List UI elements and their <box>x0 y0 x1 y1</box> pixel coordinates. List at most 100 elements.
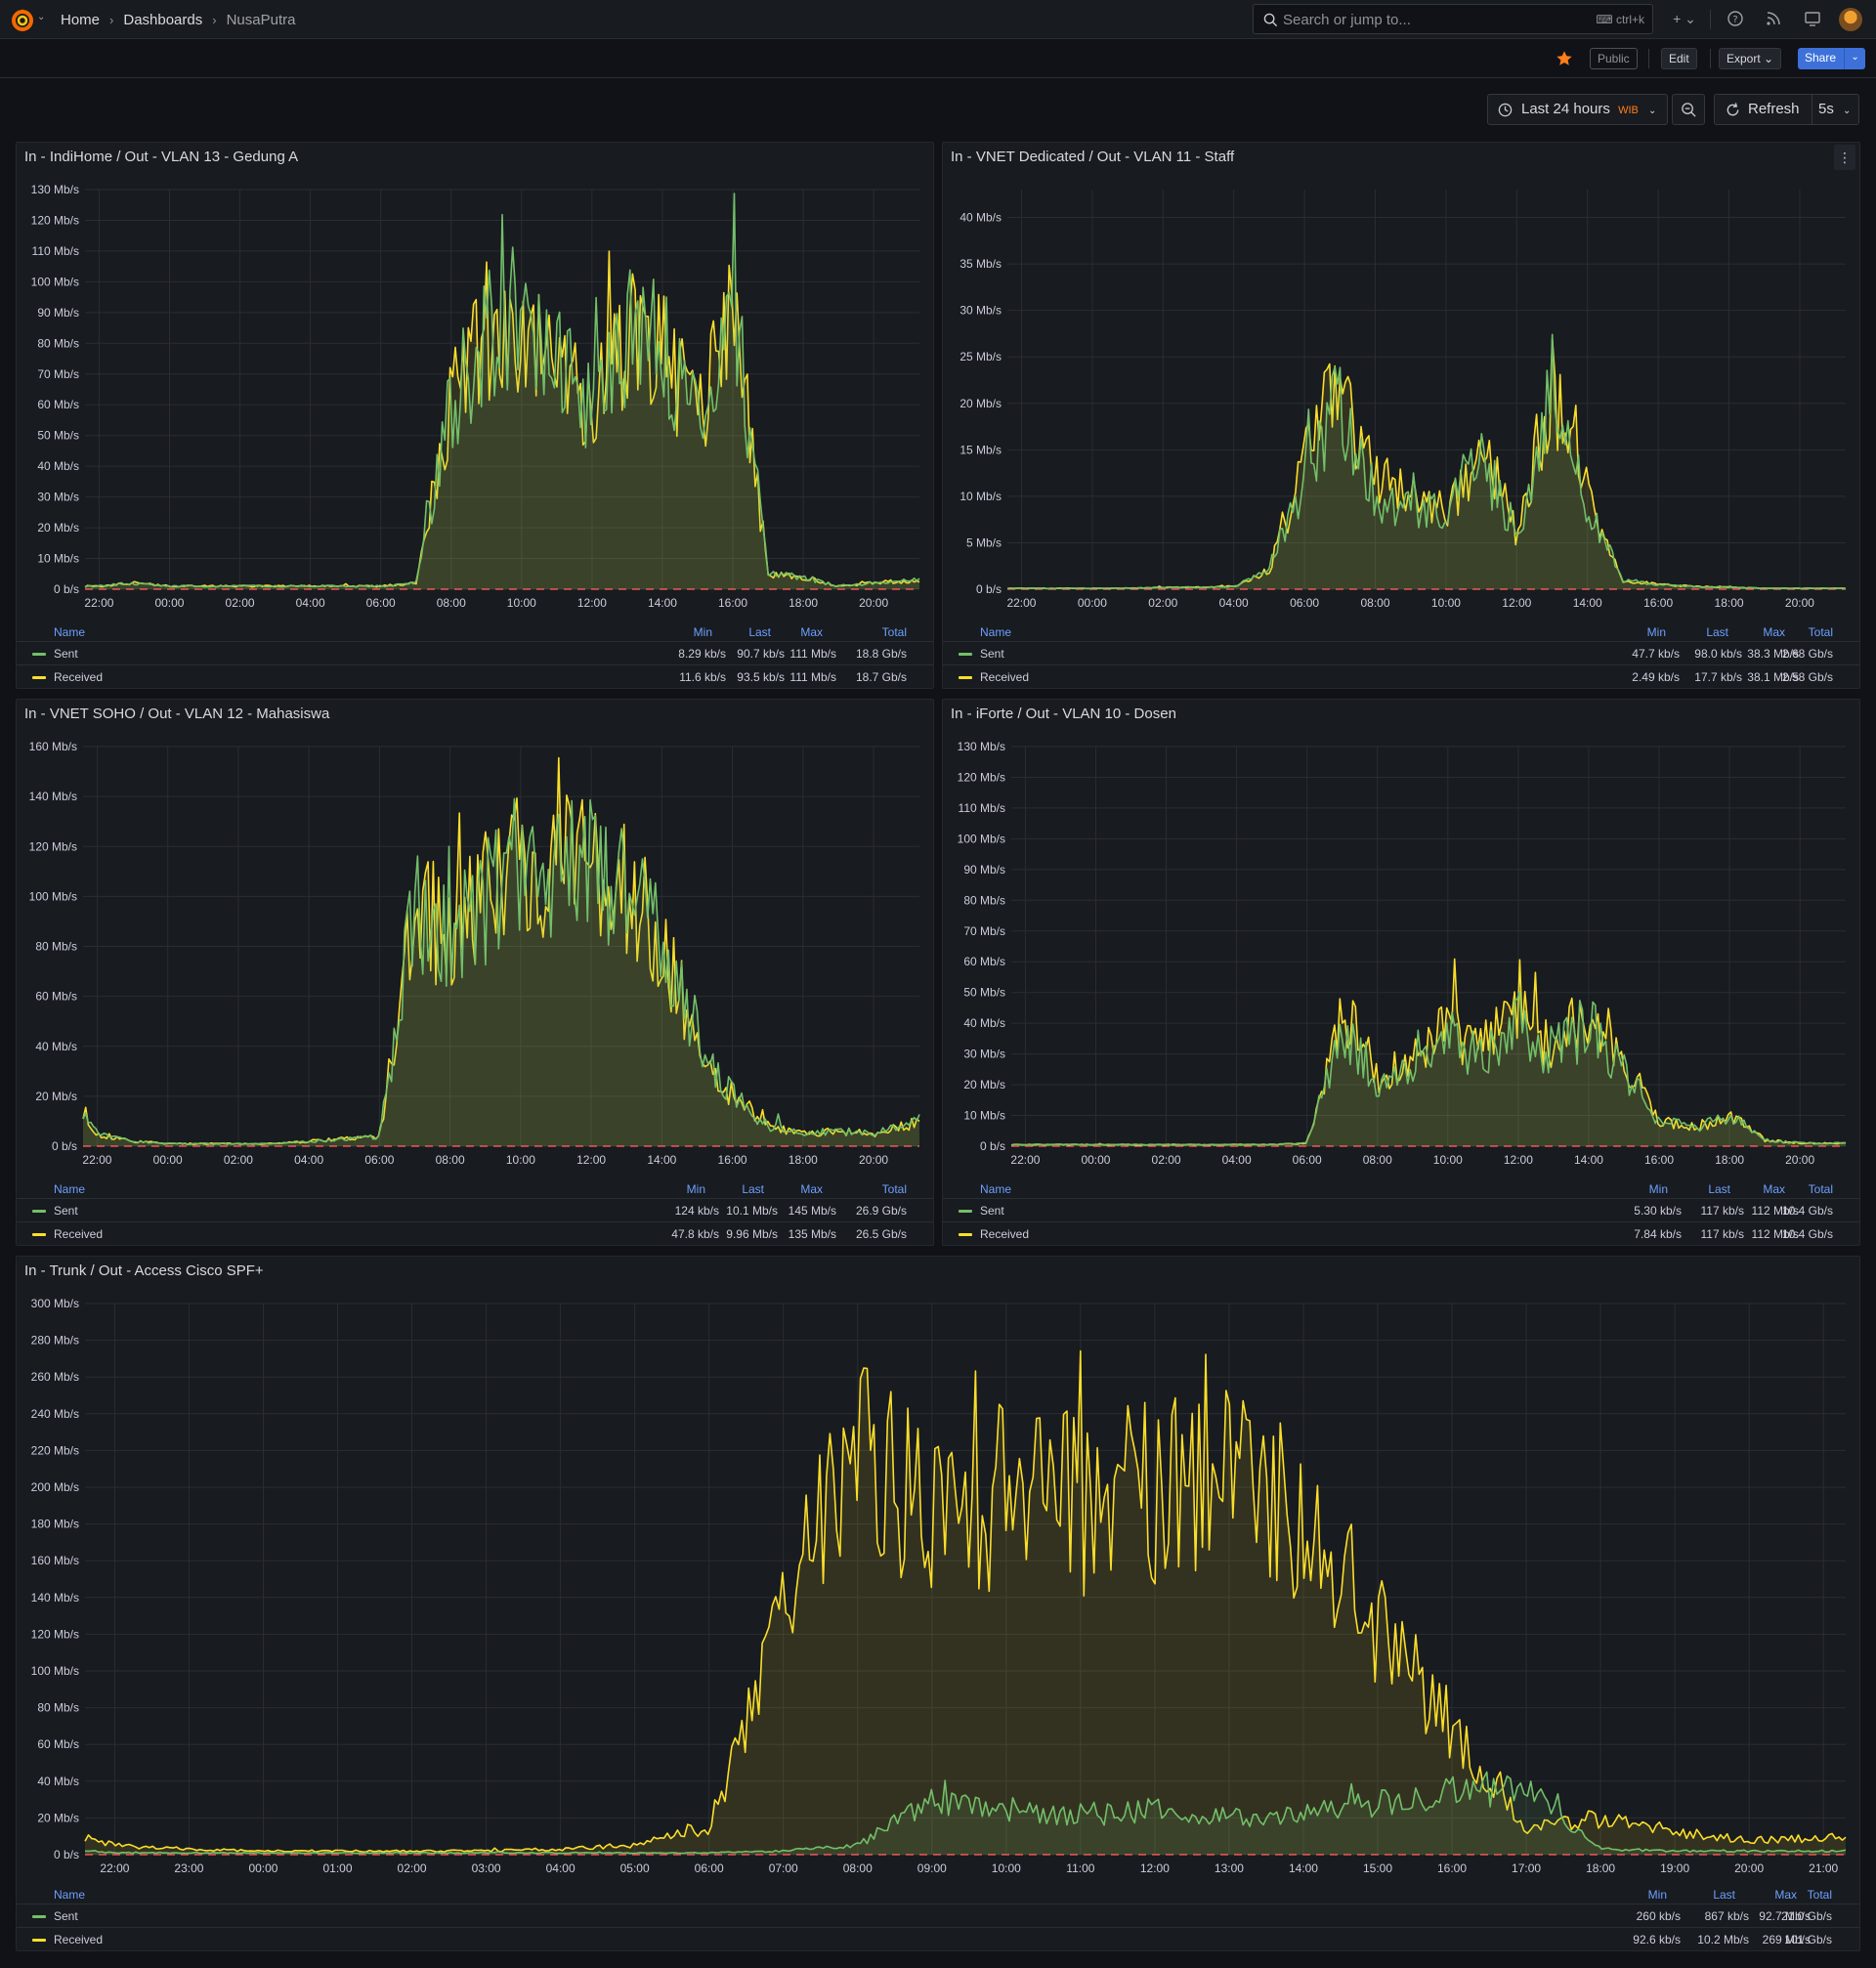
legend-header-last[interactable]: Last <box>1706 625 1728 639</box>
kiosk-monitor-icon[interactable] <box>1804 10 1821 27</box>
user-avatar[interactable] <box>1839 8 1862 31</box>
series-line-sent[interactable] <box>82 797 920 1145</box>
legend-header-min[interactable]: Min <box>1646 625 1666 639</box>
grafana-logo-icon[interactable] <box>10 7 35 32</box>
legend-header-max[interactable]: Max <box>1774 1888 1797 1902</box>
legend-row[interactable]: Sent 260 kb/s 867 kb/s 92.7 Mb/s 21.0 Gb/s <box>17 1904 1859 1927</box>
legend-row[interactable]: Received 92.6 kb/s 10.2 Mb/s 269 Mb/s 101 Gb… <box>17 1927 1859 1950</box>
chevron-down-icon[interactable]: ⌄ <box>37 12 46 22</box>
series-line-sent[interactable] <box>84 1771 1847 1855</box>
legend-row[interactable]: Received 2.49 kb/s 17.7 kb/s 38.1 Mb/s 2.58 … <box>943 664 1859 688</box>
legend-header-min[interactable]: Min <box>693 625 712 639</box>
legend-header-total[interactable]: Total <box>1808 625 1833 639</box>
series-line-received[interactable] <box>84 1349 1847 1854</box>
legend-series-name[interactable]: Received <box>980 670 1030 684</box>
legend-header-max[interactable]: Max <box>800 625 823 639</box>
timeseries-chart[interactable]: 0 b/s 5 Mb/s 10 Mb/s 15 Mb/s 20 Mb/s 25 Mb/s 3… <box>943 172 1861 631</box>
legend-value-last: 867 kb/s <box>1704 1909 1749 1923</box>
legend-series-name[interactable]: Sent <box>54 1909 78 1923</box>
legend-color-swatch[interactable] <box>32 1915 46 1918</box>
legend-series-name[interactable]: Received <box>54 1933 104 1947</box>
export-button[interactable]: Export ⌄ <box>1719 48 1782 69</box>
refresh-button[interactable]: Refresh <box>1714 94 1812 125</box>
legend-header-name[interactable]: Name <box>54 1888 86 1902</box>
legend-header-name[interactable]: Name <box>980 1182 1012 1196</box>
zoom-out-button[interactable] <box>1672 94 1705 125</box>
legend-header-name[interactable]: Name <box>980 625 1012 639</box>
legend-header-name[interactable]: Name <box>54 625 86 639</box>
legend-header-max[interactable]: Max <box>1763 1182 1785 1196</box>
edit-button[interactable]: Edit <box>1661 48 1697 69</box>
search-input[interactable]: Search or jump to... ⌨ ctrl+k <box>1253 4 1653 34</box>
panel-title[interactable]: In - Trunk / Out - Access Cisco SPF+ <box>24 1262 264 1279</box>
timeseries-chart[interactable]: 0 b/s 10 Mb/s 20 Mb/s 30 Mb/s 40 Mb/s 50 Mb/s… <box>943 729 1861 1188</box>
legend-row[interactable]: Sent 8.29 kb/s 90.7 kb/s 111 Mb/s 18.8 Gb/s <box>17 641 933 664</box>
series-line-sent[interactable] <box>1006 333 1846 590</box>
legend-series-name[interactable]: Received <box>54 1227 104 1241</box>
legend-color-swatch[interactable] <box>959 1233 972 1236</box>
legend-header-max[interactable]: Max <box>800 1182 823 1196</box>
x-tick-label: 08:00 <box>1363 1153 1392 1167</box>
star-favorite-icon[interactable] <box>1556 50 1573 67</box>
x-tick-label: 10:00 <box>1431 596 1461 610</box>
legend-header-max[interactable]: Max <box>1763 625 1785 639</box>
legend-row[interactable]: Sent 5.30 kb/s 117 kb/s 112 Mb/s 10.4 Gb/s <box>943 1198 1859 1221</box>
breadcrumb-dashboards[interactable]: Dashboards <box>123 11 203 28</box>
legend-series-name[interactable]: Sent <box>54 1204 78 1218</box>
panel-menu-icon[interactable]: ⋮ <box>1834 145 1855 170</box>
legend-series-name[interactable]: Sent <box>980 1204 1004 1218</box>
panel-title[interactable]: In - VNET Dedicated / Out - VLAN 11 - St… <box>951 149 1235 165</box>
legend-header-min[interactable]: Min <box>1648 1182 1668 1196</box>
legend-header-last[interactable]: Last <box>748 625 771 639</box>
timeseries-chart[interactable]: 0 b/s 20 Mb/s 40 Mb/s 60 Mb/s 80 Mb/s 100 Mb/… <box>17 1286 1861 1894</box>
legend-header-min[interactable]: Min <box>686 1182 705 1196</box>
legend-series-name[interactable]: Received <box>980 1227 1030 1241</box>
legend-row[interactable]: Sent 124 kb/s 10.1 Mb/s 145 Mb/s 26.9 Gb/s <box>17 1198 933 1221</box>
legend-color-swatch[interactable] <box>32 1233 46 1236</box>
series-line-sent[interactable] <box>1010 990 1847 1146</box>
legend-header-total[interactable]: Total <box>881 1182 907 1196</box>
legend-color-swatch[interactable] <box>32 676 46 679</box>
y-tick-label: 100 Mb/s <box>958 832 1005 845</box>
legend-header-total[interactable]: Total <box>1808 1182 1833 1196</box>
legend-series-name[interactable]: Received <box>54 670 104 684</box>
help-icon[interactable]: ? <box>1727 10 1744 27</box>
legend-series-name[interactable]: Sent <box>54 647 78 661</box>
time-range-picker[interactable]: Last 24 hours WIB ⌄ <box>1487 94 1668 125</box>
panel-title[interactable]: In - VNET SOHO / Out - VLAN 12 - Mahasis… <box>24 706 330 722</box>
legend-color-swatch[interactable] <box>32 653 46 656</box>
x-tick-label: 00:00 <box>1081 1153 1110 1167</box>
y-tick-label: 100 Mb/s <box>31 275 79 288</box>
refresh-interval-picker[interactable]: 5s ⌄ <box>1812 94 1859 125</box>
legend-header-name[interactable]: Name <box>54 1182 86 1196</box>
panel-title[interactable]: In - iForte / Out - VLAN 10 - Dosen <box>951 706 1176 722</box>
legend-header-last[interactable]: Last <box>1708 1182 1730 1196</box>
x-tick-label: 06:00 <box>1293 1153 1322 1167</box>
legend-header-total[interactable]: Total <box>881 625 907 639</box>
legend-row[interactable]: Received 7.84 kb/s 117 kb/s 112 Mb/s 10.4 Gb… <box>943 1221 1859 1245</box>
timeseries-chart[interactable]: 0 b/s 20 Mb/s 40 Mb/s 60 Mb/s 80 Mb/s 100 Mb/… <box>17 729 935 1188</box>
series-line-sent[interactable] <box>84 193 920 588</box>
legend-color-swatch[interactable] <box>32 1939 46 1942</box>
public-badge[interactable]: Public <box>1590 48 1638 69</box>
legend-color-swatch[interactable] <box>959 653 972 656</box>
legend-header-last[interactable]: Last <box>1713 1888 1735 1902</box>
legend-row[interactable]: Sent 47.7 kb/s 98.0 kb/s 38.3 Mb/s 2.68 Gb/s <box>943 641 1859 664</box>
breadcrumb-home[interactable]: Home <box>61 11 101 28</box>
add-new-icon[interactable]: + ⌄ <box>1673 11 1696 26</box>
share-dropdown-chevron-icon[interactable]: ⌄ <box>1844 48 1865 69</box>
rss-news-icon[interactable] <box>1765 10 1782 27</box>
legend-color-swatch[interactable] <box>32 1210 46 1213</box>
legend-row[interactable]: Received 11.6 kb/s 93.5 kb/s 111 Mb/s 18.7 G… <box>17 664 933 688</box>
timeseries-chart[interactable]: 0 b/s 10 Mb/s 20 Mb/s 30 Mb/s 40 Mb/s 50 Mb/s… <box>17 172 935 631</box>
panel-title[interactable]: In - IndiHome / Out - VLAN 13 - Gedung A <box>24 149 299 165</box>
legend-header-total[interactable]: Total <box>1807 1888 1832 1902</box>
y-tick-label: 280 Mb/s <box>31 1334 79 1348</box>
legend-series-name[interactable]: Sent <box>980 647 1004 661</box>
legend-color-swatch[interactable] <box>959 676 972 679</box>
legend-row[interactable]: Received 47.8 kb/s 9.96 Mb/s 135 Mb/s 26.5 G… <box>17 1221 933 1245</box>
legend-header-last[interactable]: Last <box>742 1182 764 1196</box>
legend-header-min[interactable]: Min <box>1647 1888 1667 1902</box>
share-button[interactable]: Share ⌄ <box>1798 48 1866 69</box>
legend-color-swatch[interactable] <box>959 1210 972 1213</box>
